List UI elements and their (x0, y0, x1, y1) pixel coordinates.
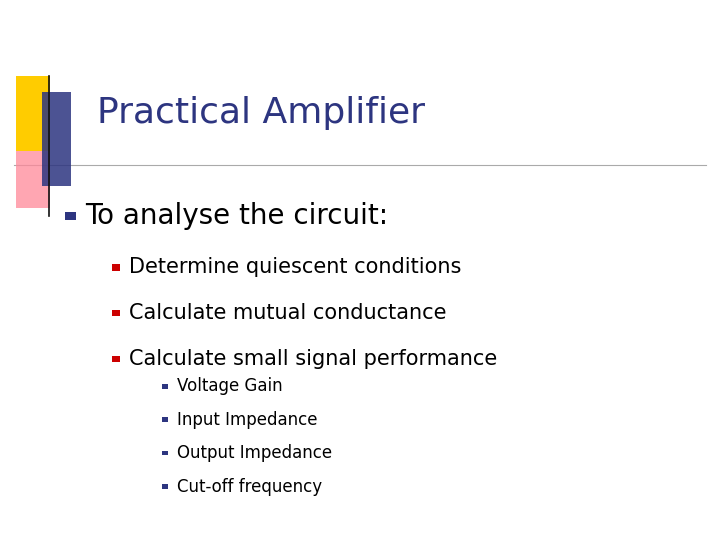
Text: Determine quiescent conditions: Determine quiescent conditions (129, 257, 462, 278)
Bar (65, 212, 76, 220)
Text: Cut-off frequency: Cut-off frequency (177, 477, 323, 496)
Bar (112, 310, 120, 316)
Bar (42, 92, 71, 186)
Text: Calculate mutual conductance: Calculate mutual conductance (129, 303, 446, 323)
Bar (16, 151, 50, 208)
Bar (162, 450, 168, 456)
Bar (162, 417, 168, 422)
Text: Calculate small signal performance: Calculate small signal performance (129, 349, 497, 369)
Text: To analyse the circuit:: To analyse the circuit: (85, 202, 388, 230)
Bar (112, 356, 120, 362)
Bar (162, 484, 168, 489)
Text: Practical Amplifier: Practical Amplifier (97, 97, 426, 130)
Text: Voltage Gain: Voltage Gain (177, 377, 283, 395)
Bar (112, 264, 120, 271)
Text: Input Impedance: Input Impedance (177, 410, 318, 429)
Bar (16, 76, 50, 151)
Text: Output Impedance: Output Impedance (177, 444, 332, 462)
Bar (162, 383, 168, 389)
